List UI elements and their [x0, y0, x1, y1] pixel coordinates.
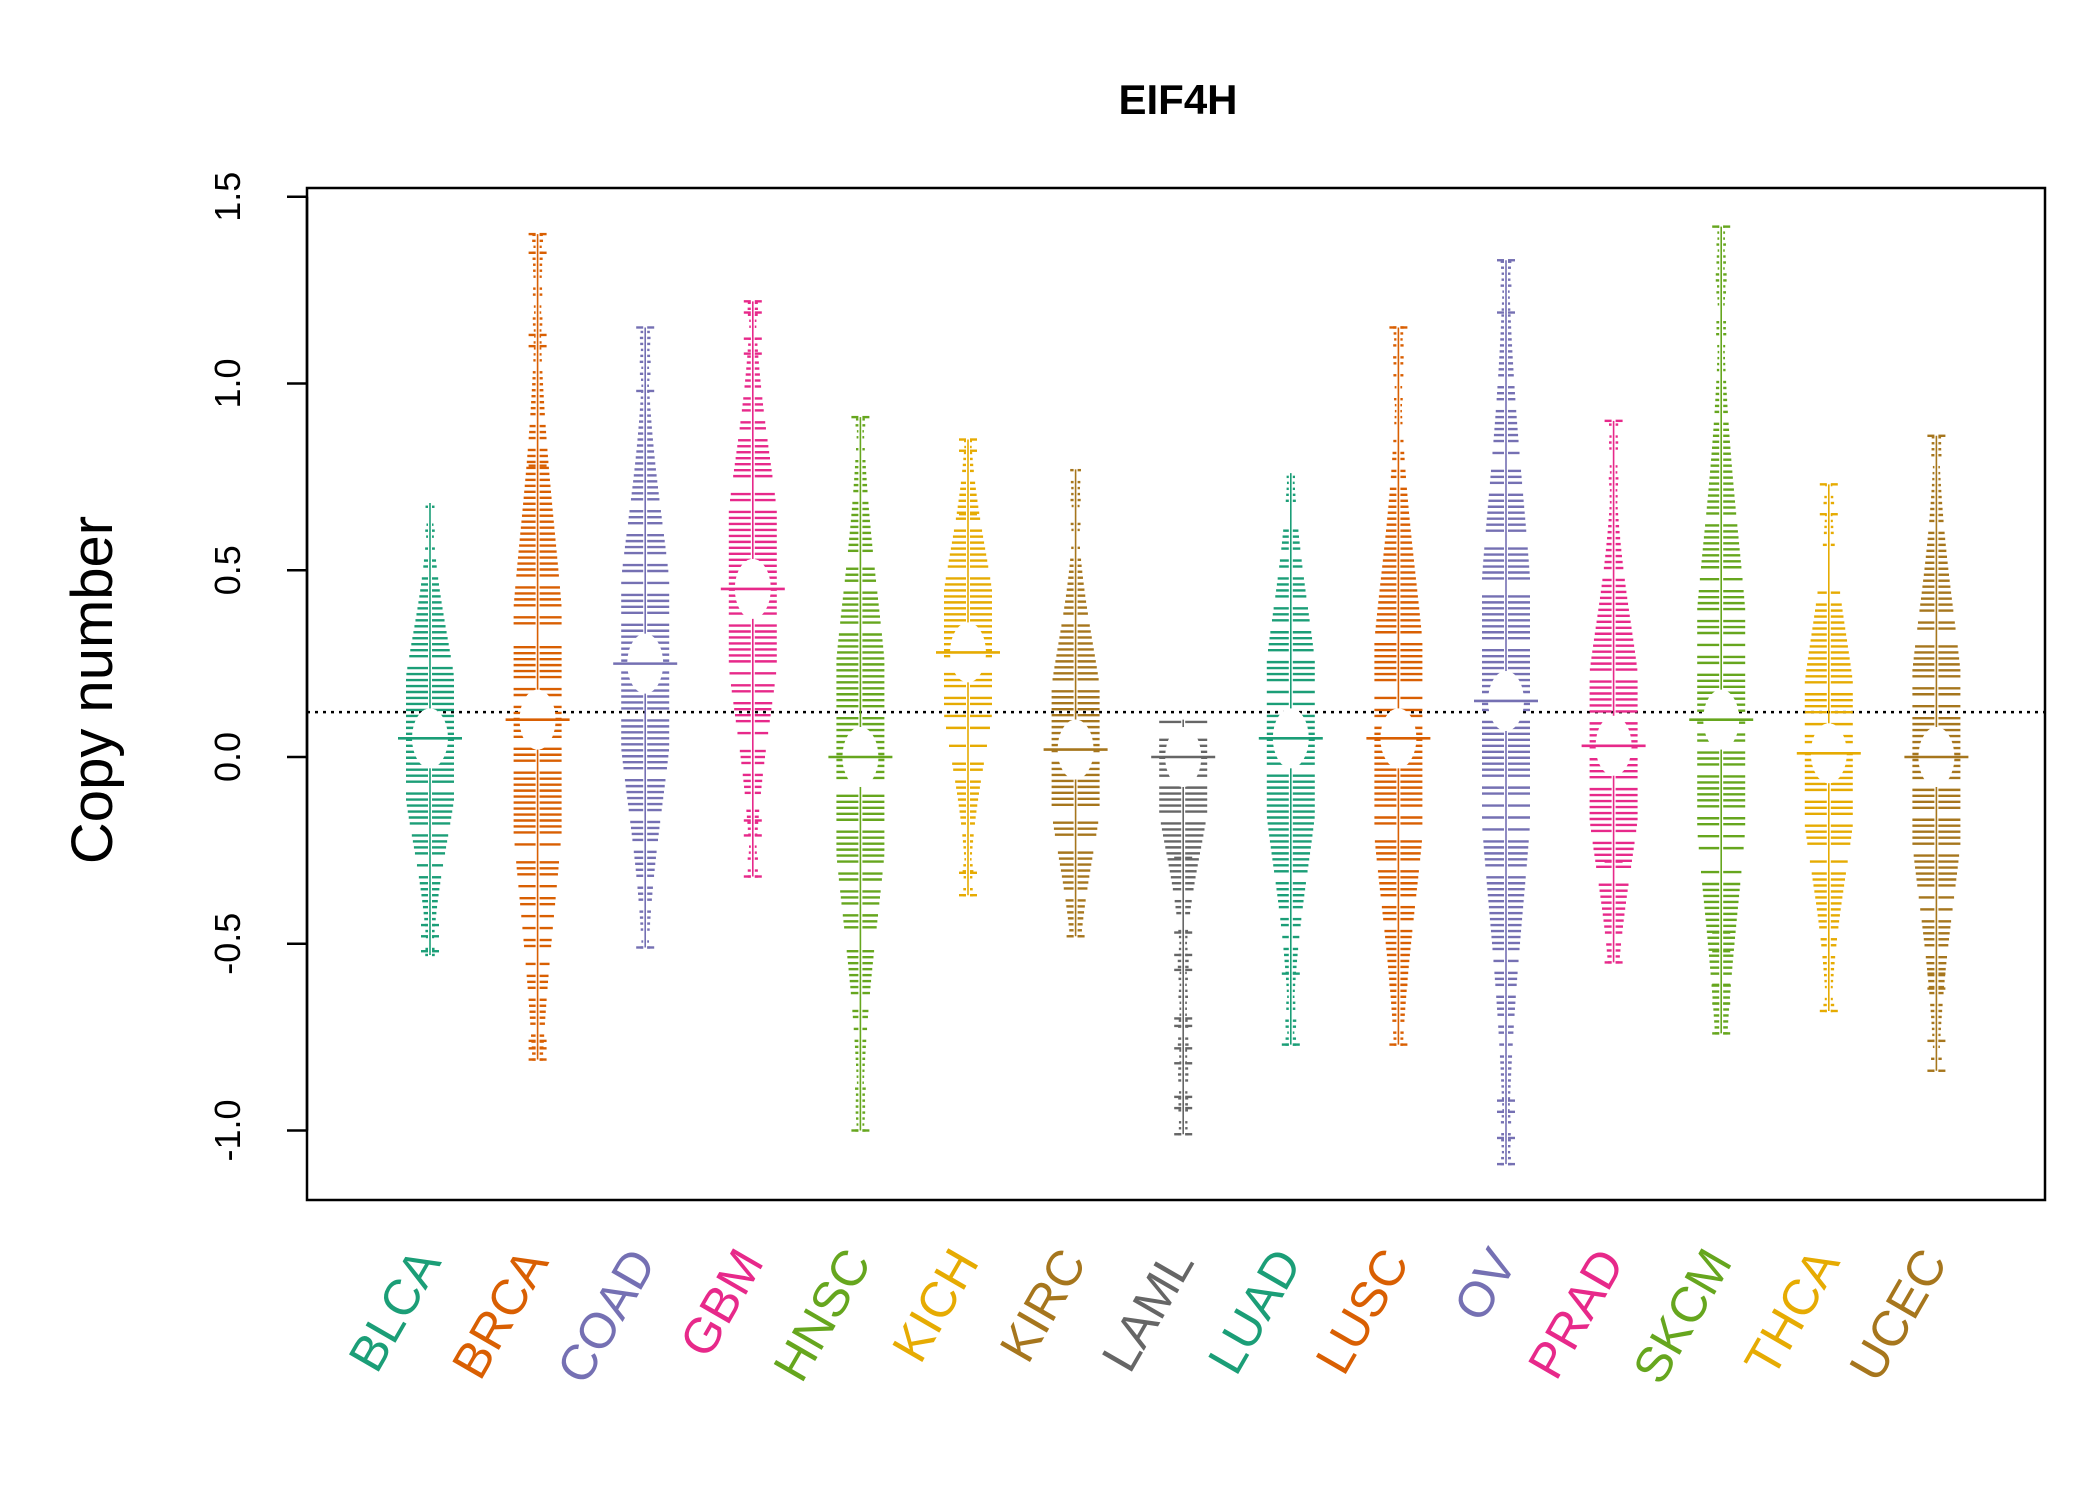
x-tick-label: LAML	[1091, 1240, 1205, 1381]
y-tick-label: 0.5	[207, 545, 248, 595]
x-tick-label: SKCM	[1622, 1240, 1743, 1393]
violin-coad	[613, 326, 678, 949]
violin-ucec	[1904, 434, 1969, 1072]
y-axis-label: Copy number	[60, 516, 125, 864]
x-tick-label: OV	[1443, 1239, 1528, 1330]
violin-luad	[1258, 473, 1323, 1046]
x-tick-label: HNSC	[763, 1240, 882, 1391]
violin-thca	[1796, 483, 1861, 1013]
y-tick-label: 1.0	[207, 358, 248, 408]
x-tick-label: BLCA	[338, 1239, 452, 1381]
x-tick-label: UCEC	[1839, 1240, 1958, 1391]
violin-ov	[1474, 259, 1538, 1166]
violin-blca	[398, 503, 462, 957]
x-tick-label: BRCA	[441, 1239, 559, 1388]
x-tick-label: LUSC	[1305, 1240, 1420, 1384]
violin-hnsc	[828, 415, 893, 1132]
x-tick-label: LUAD	[1197, 1240, 1312, 1384]
x-tick-label: KIRC	[989, 1240, 1097, 1371]
x-tick-label: THCA	[1734, 1239, 1851, 1385]
violin-skcm	[1689, 225, 1754, 1035]
violin-brca	[505, 232, 570, 1061]
y-tick-label: -1.0	[207, 1099, 248, 1161]
violin-kich	[936, 438, 1000, 897]
violin-gbm	[720, 300, 785, 878]
y-tick-label: -0.5	[207, 913, 248, 975]
x-tick-label: GBM	[669, 1240, 774, 1367]
x-tick-label: PRAD	[1517, 1240, 1635, 1388]
violin-laml	[1151, 719, 1216, 1136]
x-tick-label: COAD	[546, 1240, 667, 1393]
violin-lusc	[1366, 326, 1431, 1046]
violin-prad	[1581, 419, 1646, 964]
plot-area	[307, 225, 2045, 1166]
y-tick-label: 0.0	[207, 732, 248, 782]
y-axis: -1.0 -0.5 0.0 0.5 1.0 1.5	[207, 172, 309, 1162]
y-tick-label: 1.5	[207, 172, 248, 222]
chart-title: EIF4H	[1118, 76, 1237, 123]
violin-kirc	[1043, 468, 1108, 938]
x-tick-label: KICH	[881, 1240, 989, 1371]
